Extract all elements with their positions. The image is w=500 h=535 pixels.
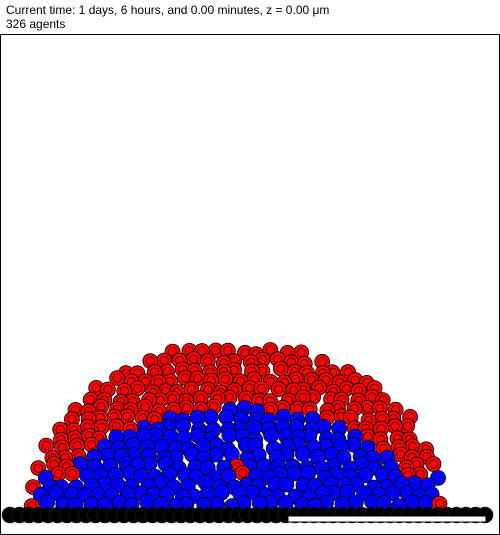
cell-nucleus: [203, 385, 213, 395]
cell-nucleus: [153, 377, 163, 387]
cell-nucleus: [390, 421, 400, 431]
cell-nucleus: [223, 346, 233, 356]
cell-nucleus: [41, 441, 51, 451]
cell-nucleus: [168, 347, 178, 357]
cell-nucleus: [193, 373, 203, 383]
cell-nucleus: [122, 411, 132, 421]
current-time-label: Current time: 1 days, 6 hours, and 0.00 …: [6, 3, 330, 17]
cell-nucleus: [298, 392, 308, 402]
cell-nucleus: [87, 440, 97, 450]
cell-nucleus: [256, 383, 266, 393]
blue-cell: [202, 409, 219, 425]
cell-nucleus: [265, 377, 275, 387]
simulation-canvas: [0, 34, 500, 535]
cell-nucleus: [28, 482, 38, 492]
cell-nucleus: [342, 384, 352, 394]
cell-nucleus: [274, 384, 284, 394]
cell-nucleus: [238, 468, 248, 478]
cell-nucleus: [296, 347, 306, 357]
cell-nucleus: [133, 383, 143, 393]
blue-cell: [295, 446, 311, 463]
blue-cell: [278, 476, 295, 493]
substrate-layer: [1, 506, 494, 524]
cell-layer: [23, 342, 448, 515]
cell-nucleus: [276, 364, 286, 374]
cell-nucleus: [53, 469, 63, 479]
cell-nucleus: [265, 345, 275, 355]
cell-nucleus: [211, 345, 221, 355]
agent-count-label: 326 agents: [6, 17, 66, 31]
cell-nucleus: [112, 373, 122, 383]
cell-nucleus: [428, 459, 438, 469]
blue-cell: [221, 427, 238, 444]
cell-nucleus: [314, 383, 324, 393]
cell-nucleus: [33, 463, 43, 473]
cell-nucleus: [67, 469, 77, 479]
cell-nucleus: [181, 403, 191, 413]
cell-nucleus: [288, 385, 298, 395]
cell-nucleus: [197, 346, 207, 356]
status-header: Current time: 1 days, 6 hours, and 0.00 …: [6, 3, 329, 31]
red-cell: [272, 360, 289, 377]
cell-nucleus: [221, 374, 231, 384]
cell-nucleus: [186, 384, 196, 394]
cell-nucleus: [402, 421, 412, 431]
cell-nucleus: [180, 373, 190, 383]
cell-nucleus: [145, 356, 155, 366]
cell-nucleus: [307, 375, 317, 385]
red-cell: [64, 465, 81, 482]
red-cell: [425, 456, 442, 472]
blue-cell: [263, 427, 280, 444]
cell-nucleus: [362, 403, 372, 413]
cell-nucleus: [343, 367, 353, 377]
scale-bar: [287, 515, 487, 523]
